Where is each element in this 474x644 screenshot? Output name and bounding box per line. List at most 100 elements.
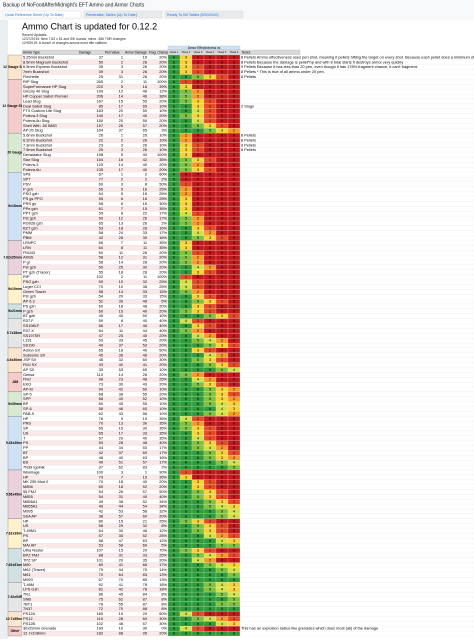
class-value: 6 bbox=[173, 333, 175, 338]
class-value: 2 bbox=[185, 186, 187, 191]
ammo-stat: 59 bbox=[99, 211, 103, 216]
tab[interactable] bbox=[2, 10, 82, 19]
class-value: 0 bbox=[233, 196, 236, 201]
tab-label[interactable]: Penetration Tables (Up To Date) bbox=[86, 13, 137, 17]
class-value: 0 bbox=[233, 84, 236, 89]
notes-cell bbox=[239, 259, 474, 266]
caliber-label: 5.45x39mm bbox=[6, 441, 24, 445]
class-value: 3 bbox=[221, 313, 223, 318]
tab-label[interactable]: Ready To Kill Tables (5/20/2020) bbox=[167, 13, 219, 17]
class-value: 5 bbox=[197, 235, 199, 240]
class-value: 0 bbox=[233, 201, 236, 206]
notes-cell bbox=[239, 191, 474, 197]
notes-cell bbox=[239, 479, 474, 485]
column-header: Ammo Type bbox=[23, 50, 40, 54]
class-value: 6 bbox=[173, 216, 175, 221]
ammo-stat: 28 bbox=[119, 235, 123, 240]
class-value: 0 bbox=[221, 333, 224, 338]
notes-cell bbox=[239, 225, 474, 231]
class-value: 0 bbox=[197, 133, 200, 138]
notes-cell bbox=[239, 186, 474, 192]
ammo-stat: 58 bbox=[99, 201, 103, 206]
notes-cell bbox=[239, 279, 474, 285]
tab[interactable] bbox=[164, 10, 244, 19]
ammo-name: 5.25mm Buckshot bbox=[23, 54, 55, 59]
ammo-stat: 40 bbox=[143, 347, 148, 352]
class-value: 2 bbox=[197, 216, 199, 221]
notes-cell bbox=[239, 294, 474, 300]
ammo-stat: 2 bbox=[121, 177, 123, 182]
notes-cell bbox=[239, 303, 474, 309]
notes-cell bbox=[239, 504, 474, 510]
notes-cell bbox=[239, 352, 474, 358]
notes-cell bbox=[239, 367, 474, 373]
class-value: 3 bbox=[209, 235, 211, 240]
ammo-name: Devastator Slug bbox=[23, 152, 51, 157]
ammo-stat: 35% bbox=[159, 206, 167, 211]
class-value: 6 bbox=[173, 347, 175, 352]
class-value: 0 bbox=[185, 172, 188, 177]
class-value: 0 bbox=[233, 235, 236, 240]
ammo-stat: 70 bbox=[99, 284, 104, 289]
ammo-stat: 53 bbox=[99, 225, 103, 230]
class-value: 2 bbox=[185, 133, 187, 138]
ammo-name: PSO gzh bbox=[23, 279, 39, 284]
class-value: 0 bbox=[221, 255, 224, 260]
tab-label[interactable]: Quick Reference Sheet (Up To Date) bbox=[5, 13, 63, 17]
tab[interactable] bbox=[83, 10, 163, 19]
ammo-stat: 15% bbox=[159, 289, 167, 294]
class-value: 0 bbox=[221, 211, 224, 216]
ammo-stat: 28 bbox=[143, 225, 147, 230]
ammo-name: JSP SX bbox=[23, 357, 37, 362]
ammo-name: Shell With .50 BMG bbox=[23, 123, 57, 128]
class-value: 0 bbox=[233, 162, 236, 167]
class-value: 4 bbox=[185, 211, 188, 216]
ammo-stat: 58 bbox=[99, 255, 103, 260]
class-value: 0 bbox=[233, 79, 236, 84]
ammo-stat: 28 bbox=[143, 269, 147, 274]
class-value: 0 bbox=[221, 269, 224, 274]
class-value: 5 bbox=[185, 94, 187, 99]
ammo-stat: 61 bbox=[99, 206, 103, 211]
class-value: 0 bbox=[233, 152, 236, 157]
class-value: 0 bbox=[233, 74, 236, 79]
class-value: 6 bbox=[185, 235, 187, 240]
ammo-stat: 20% bbox=[159, 250, 167, 255]
class-value: 4 bbox=[185, 284, 188, 289]
class-value: 5 bbox=[185, 113, 187, 118]
class-value: 1 bbox=[221, 74, 223, 79]
notes-cell bbox=[239, 455, 474, 461]
class-value: 6 bbox=[173, 172, 175, 177]
notes-cell bbox=[239, 523, 474, 529]
class-value: 6 bbox=[173, 177, 175, 182]
class-value: 0 bbox=[209, 142, 212, 147]
class-value: 1 bbox=[209, 103, 211, 108]
notes-cell bbox=[239, 269, 474, 275]
class-value: 6 bbox=[185, 323, 187, 328]
ammo-name: SS197SR bbox=[23, 333, 40, 338]
notes-cell bbox=[239, 289, 474, 295]
ammo-stat: 30% bbox=[159, 357, 167, 362]
ammo-name: FMJ43 bbox=[23, 250, 35, 255]
ammo-stat: 65 bbox=[143, 103, 147, 108]
class-value: 0 bbox=[233, 294, 236, 299]
class-value: 0 bbox=[221, 294, 224, 299]
class-value: 6 bbox=[197, 313, 199, 318]
class-value: 5 bbox=[197, 74, 199, 79]
ammo-stat: 85 bbox=[99, 103, 103, 108]
class-value: 0 bbox=[233, 123, 236, 128]
ammo-name: Poleva-6u Slug bbox=[23, 118, 49, 123]
class-value: 0 bbox=[197, 177, 200, 182]
notes-cell bbox=[239, 362, 474, 368]
ammo-stat: 10% bbox=[159, 142, 167, 147]
class-value: 0 bbox=[209, 328, 212, 333]
ammo-stat: 20 bbox=[119, 294, 124, 299]
class-value: 0 bbox=[233, 269, 236, 274]
ammo-stat: 10 bbox=[119, 284, 124, 289]
ammo-stat: 190 bbox=[97, 89, 104, 94]
class-value: 2 bbox=[209, 264, 211, 269]
class-value: 0 bbox=[221, 245, 224, 250]
class-value: 0 bbox=[221, 186, 224, 191]
class-value: 0 bbox=[233, 113, 236, 118]
